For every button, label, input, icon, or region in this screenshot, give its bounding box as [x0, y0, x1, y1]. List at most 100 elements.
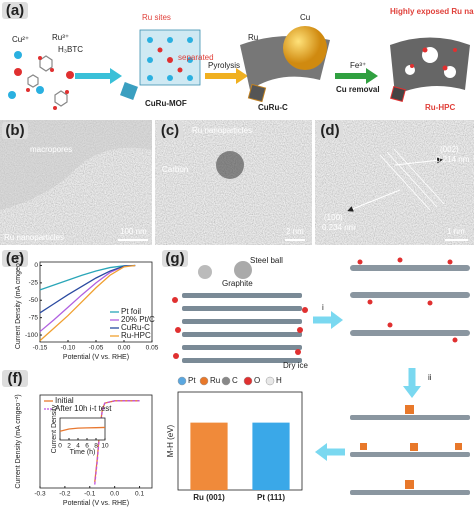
cu-removal-label: Cu removal: [336, 85, 380, 94]
x-tick-label: 0.05: [146, 345, 159, 352]
label-box: [2, 370, 28, 387]
x-tick-label: 0.0: [110, 491, 119, 498]
y-axis-label: Current Density (mA cmgeo⁻²): [15, 255, 22, 349]
bar: [252, 422, 290, 490]
atom-label: Pt: [188, 376, 196, 385]
x-tick-label: 4: [76, 443, 80, 450]
plot-frame: [39, 261, 153, 343]
nanoparticles-label: Ru nanoparticles: [192, 126, 252, 135]
cu-label: Cu: [300, 13, 310, 22]
mof-crystal: [120, 29, 201, 100]
x-tick-label: 0.00: [118, 345, 131, 352]
step1-label: i: [322, 303, 324, 312]
d1-label: 0.214 nm: [436, 155, 470, 164]
porous-carbon: [390, 37, 470, 95]
ru-ion: [14, 68, 22, 76]
legend-label: Pt foil: [121, 307, 141, 316]
x-tick-label: -0.15: [33, 345, 48, 352]
atom-swatch: [177, 376, 187, 386]
graphite-layers: [182, 293, 302, 363]
panel-label: (d): [320, 122, 339, 139]
series-line: [94, 400, 140, 485]
y-tick-label: -25: [29, 280, 39, 287]
arrow-head: [366, 68, 378, 84]
pyrolysis-label: Pyrolysis: [208, 61, 240, 70]
panel-g: (g) Steel ball Graphite Dry ice i ii Pt R…: [162, 250, 470, 495]
fe-label: Fe³⁺: [350, 61, 366, 70]
arrow-head: [110, 68, 122, 84]
x-tick-label: -0.2: [59, 491, 71, 498]
panel-label: (a): [6, 2, 24, 19]
arrow-head: [331, 311, 343, 329]
cu-ion: [8, 91, 16, 99]
x-tick-label: Pt (111): [257, 493, 285, 502]
atom-swatch: [265, 376, 275, 386]
x-tick-label: 2: [67, 443, 71, 450]
d2-label: 0.234 nm: [322, 223, 356, 232]
panel-d: (d) (002) 0.214 nm (100) 0.234 nm 1 nm: [315, 120, 474, 245]
ru-clusters: [360, 405, 462, 489]
series-line: [39, 264, 136, 291]
arrow: [347, 189, 401, 212]
x-tick-label: 0.1: [135, 491, 144, 498]
series-line: [59, 426, 106, 432]
y-axis-label: Current Density: [51, 404, 58, 453]
x-tick-label: 0: [58, 443, 62, 450]
expanded-layers: [350, 265, 470, 336]
steel-ball: [234, 261, 252, 279]
panel-label: (c): [161, 122, 179, 139]
tem-image: [155, 120, 312, 245]
scale-label: 2 nm: [286, 227, 304, 236]
ru-label: Ru: [248, 33, 258, 42]
series-line: [39, 264, 136, 342]
steel-ball: [198, 265, 212, 279]
background: [0, 120, 152, 210]
x-tick-label: 8: [94, 443, 98, 450]
ru-hpc-label: Ru-HPC: [425, 103, 455, 112]
x-tick-label: -0.3: [34, 491, 46, 498]
arrow-head: [236, 68, 248, 84]
single-layers: [350, 415, 470, 495]
legend-label: 20% Pt/C: [121, 315, 155, 324]
label-box: [2, 2, 28, 19]
legend-label: Initial: [55, 396, 74, 405]
arrow: [394, 157, 443, 166]
label-box: [162, 250, 188, 267]
curu-c-label: CuRu-C: [258, 103, 288, 112]
atom-label: O: [254, 376, 260, 385]
curu-c-particle: [247, 83, 267, 103]
nanoparticle: [216, 151, 244, 179]
arrow-head: [315, 443, 327, 461]
panel-a: (a) Cu²⁺ Ru³⁺ H₃BTC Ru sites separated C…: [2, 2, 474, 112]
y-axis-label: Current Density (mA cmgeo⁻²): [15, 394, 22, 488]
x-tick-label: 10: [101, 443, 109, 450]
dry-ice: [357, 257, 458, 343]
x-axis-label: Potential (V vs. RHE): [63, 500, 129, 507]
atom-swatch: [243, 376, 253, 386]
panel-b: (b) macropores Ru nanoparticles 100 nm: [0, 120, 152, 245]
scale-label: 100 nm: [120, 227, 147, 236]
atom-label: H: [276, 376, 282, 385]
ru-hpc-particle: [390, 86, 406, 102]
oxygen-atoms: [26, 56, 69, 110]
linker-molecules: [27, 55, 68, 107]
panel-label: (f): [8, 370, 23, 387]
x-tick-label: -0.10: [61, 345, 76, 352]
linker-label: H₃BTC: [58, 45, 83, 54]
mof-label: CuRu-MOF: [145, 99, 187, 108]
plane1-label: (002): [440, 145, 459, 154]
carbon-label: Carbon: [162, 165, 188, 174]
label-box: [317, 122, 343, 139]
legend-label: After 10h i-t test: [55, 404, 112, 413]
panel-label: (g): [165, 250, 184, 267]
nanoparticles-label: Ru nanoparticles: [4, 233, 64, 242]
y-tick-label: -100: [25, 332, 38, 339]
y-axis-label: M-H (eV): [166, 424, 175, 457]
legend-label: CuRu-C: [121, 323, 150, 332]
label-box: [2, 250, 28, 267]
tem-image: [315, 120, 474, 245]
dry-ice: [172, 297, 308, 359]
bar: [190, 422, 228, 490]
pores: [405, 47, 456, 78]
scale-label: 1 nm: [447, 227, 465, 236]
